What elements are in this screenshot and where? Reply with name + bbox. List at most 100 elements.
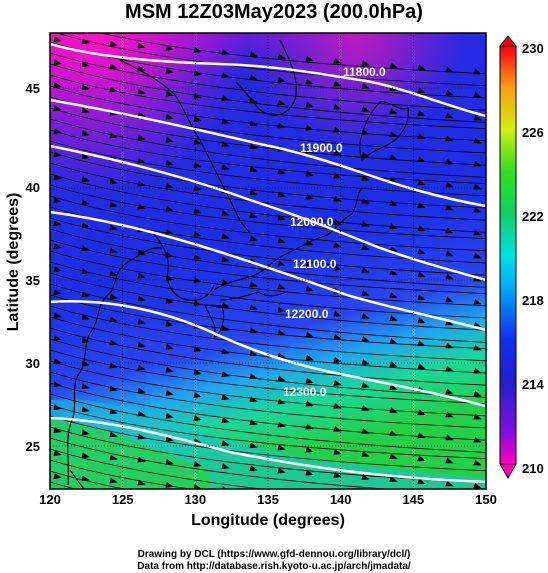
wind-arrow xyxy=(445,434,454,441)
wind-arrow xyxy=(473,390,482,397)
grid-lines xyxy=(50,33,486,489)
y-tick-label: 45 xyxy=(26,81,40,96)
wind-arrow xyxy=(361,175,370,181)
wind-arrow xyxy=(333,310,342,317)
wind-arrow xyxy=(445,411,454,418)
wind-arrow xyxy=(445,480,454,487)
wind-arrow xyxy=(333,264,342,271)
wind-arrow xyxy=(221,394,230,401)
wind-arrow xyxy=(389,315,398,321)
wind-arrow xyxy=(305,400,314,407)
wind-arrow xyxy=(137,42,146,49)
contour-12100 xyxy=(50,210,486,332)
wind-arrow xyxy=(333,57,342,64)
wind-arrow xyxy=(305,55,314,62)
contour-label: 12300.0 xyxy=(283,385,327,399)
streamline xyxy=(50,52,486,111)
wind-arrow xyxy=(277,467,286,474)
streamline xyxy=(50,426,486,484)
wind-arrow xyxy=(221,440,230,447)
wind-arrow xyxy=(473,344,482,351)
wind-arrow xyxy=(249,327,258,334)
wind-arrow xyxy=(53,243,62,250)
wind-arrow xyxy=(81,383,90,390)
wind-arrow xyxy=(221,95,230,102)
wind-arrow xyxy=(165,44,174,51)
wind-arrow xyxy=(81,337,90,344)
wind-arrow xyxy=(417,478,426,485)
wind-arrow xyxy=(81,176,90,183)
wind-arrow xyxy=(305,446,314,453)
wind-arrow xyxy=(361,336,370,342)
coastline-shikoku xyxy=(219,291,287,301)
wind-arrow xyxy=(417,455,426,462)
wind-arrow xyxy=(333,379,342,386)
x-tick-label: 145 xyxy=(402,492,424,507)
wind-arrow xyxy=(305,193,314,200)
wind-arrow xyxy=(193,415,202,421)
wind-arrow xyxy=(361,221,370,227)
wind-arrow xyxy=(221,486,230,489)
wind-arrow xyxy=(249,143,258,150)
streamline xyxy=(50,283,486,343)
wind-arrow xyxy=(417,340,426,347)
wind-arrow xyxy=(361,267,370,273)
wind-arrow xyxy=(193,231,202,237)
wind-arrow xyxy=(417,110,426,117)
wind-arrow xyxy=(417,179,426,186)
colorbar-tick-label: 218 xyxy=(522,293,544,308)
wind-arrow xyxy=(137,249,146,256)
wind-arrow xyxy=(109,63,118,70)
wind-arrow xyxy=(445,388,454,395)
wind-arrow xyxy=(389,223,398,229)
wind-arrow xyxy=(109,362,118,369)
wind-arrow xyxy=(389,62,398,68)
wind-arrow xyxy=(165,136,174,143)
streamline xyxy=(50,217,486,276)
wind-arrow xyxy=(53,335,62,342)
wind-streamlines xyxy=(50,33,486,489)
wind-arrow xyxy=(389,292,398,298)
wind-arrow xyxy=(221,141,230,148)
coastline-korea xyxy=(149,229,215,301)
wind-arrow xyxy=(53,473,62,480)
streamline xyxy=(50,140,486,197)
wind-arrow xyxy=(277,421,286,428)
wind-arrow xyxy=(109,247,118,254)
wind-arrow xyxy=(53,82,62,89)
wind-arrow xyxy=(249,419,258,426)
wind-arrow xyxy=(417,432,426,439)
wind-arrow xyxy=(473,436,482,443)
wind-arrow xyxy=(333,402,342,409)
streamline xyxy=(50,184,486,239)
wind-arrow xyxy=(361,497,370,505)
wind-arrow xyxy=(53,289,62,296)
wind-arrow xyxy=(277,191,286,198)
wind-arrow xyxy=(137,295,146,302)
wind-arrow xyxy=(53,312,62,319)
wind-arrow xyxy=(81,291,90,298)
wind-arrow xyxy=(81,429,90,436)
wind-arrow xyxy=(81,84,90,91)
colorbar: 230 226 222 218 214 210 xyxy=(498,35,544,480)
wind-arrow xyxy=(221,463,230,470)
wind-arrow xyxy=(417,133,426,140)
wind-arrow xyxy=(445,204,454,211)
wind-arrow xyxy=(249,373,258,380)
wind-arrow xyxy=(137,134,146,141)
wind-arrow xyxy=(137,180,146,187)
wind-arrow xyxy=(53,36,62,43)
streamline xyxy=(50,448,265,489)
wind-arrow xyxy=(305,469,314,476)
streamline xyxy=(50,349,486,404)
wind-arrow xyxy=(165,67,174,74)
map-title: MSM 12Z03May2023 (200.0hPa) xyxy=(125,1,423,23)
wind-arrow xyxy=(361,405,370,411)
wind-arrow xyxy=(473,367,482,374)
wind-arrow xyxy=(445,273,454,280)
wind-arrow xyxy=(473,459,482,466)
streamline xyxy=(55,33,486,87)
wind-arrow xyxy=(165,412,174,419)
wind-arrow xyxy=(81,475,90,482)
wind-arrow xyxy=(249,74,258,81)
